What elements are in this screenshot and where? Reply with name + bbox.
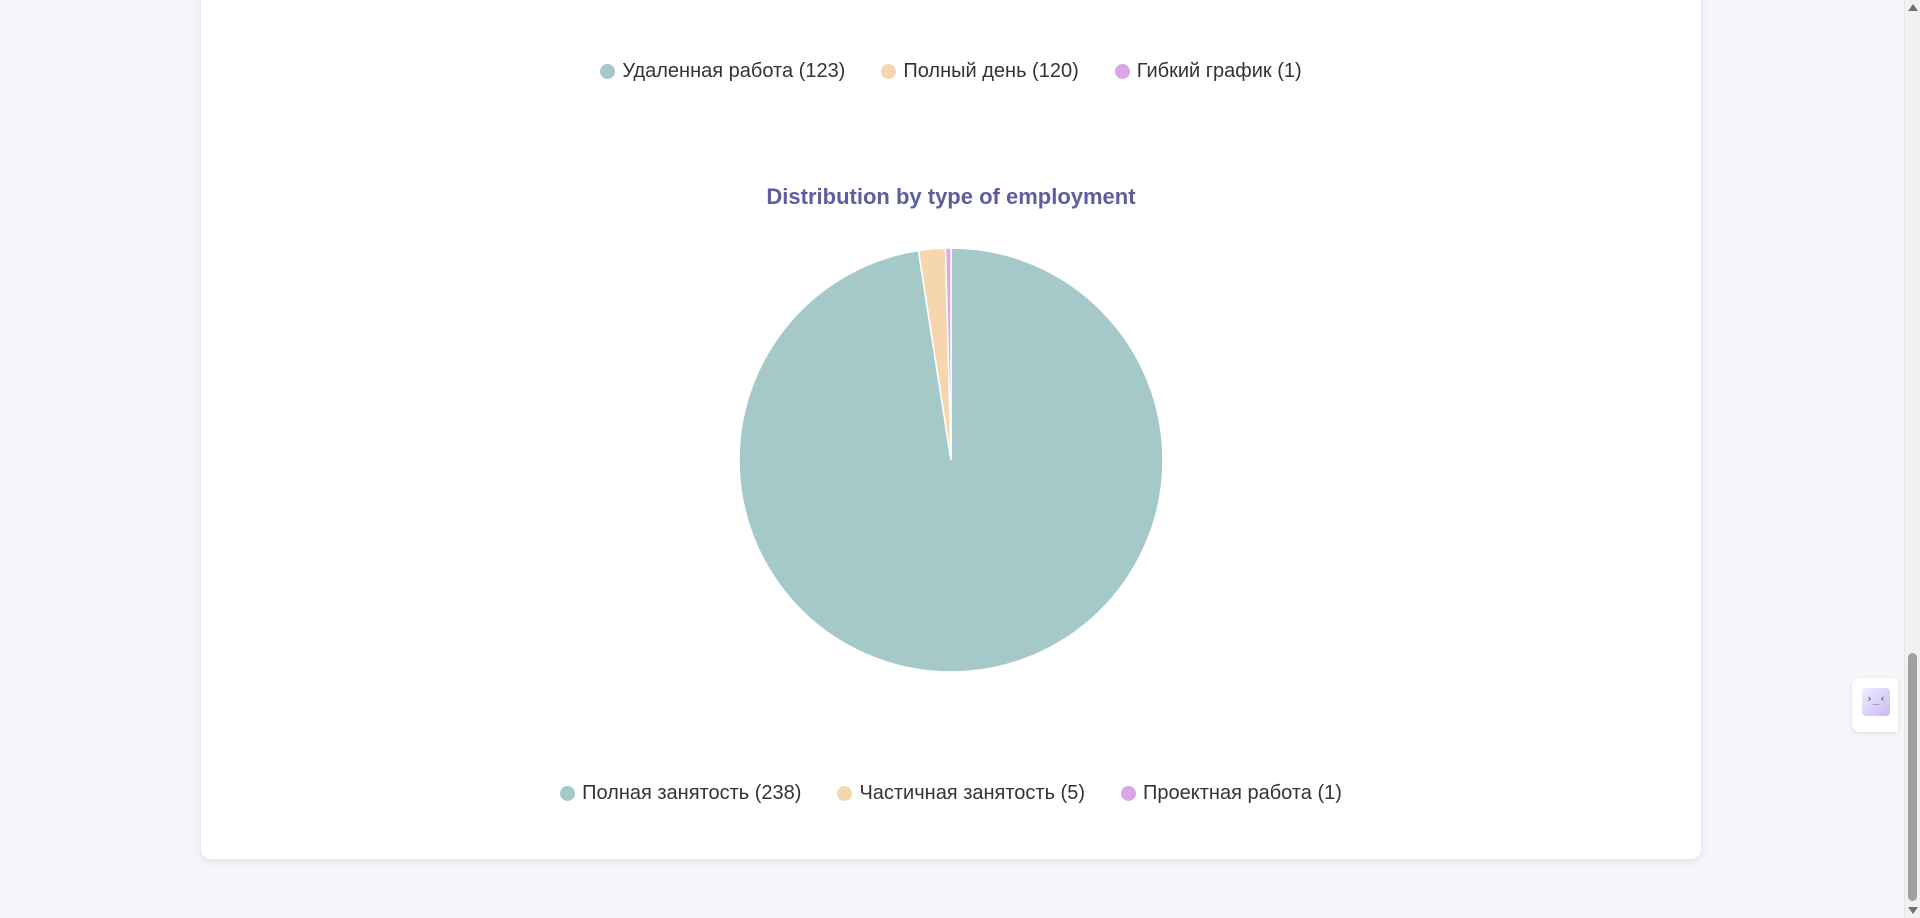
legend-label: Полная занятость (238): [582, 782, 802, 804]
legend-item-part-time[interactable]: Частичная занятость (5): [837, 782, 1085, 805]
legend-label: Частичная занятость (5): [859, 782, 1086, 804]
legend-marker: [837, 786, 853, 801]
legend-item-full-day[interactable]: Полный день (120): [881, 60, 1079, 83]
vertical-scrollbar[interactable]: [1904, 0, 1920, 918]
pie-chart-legend: Полная занятость (238) Частичная занятос…: [201, 782, 1701, 805]
legend-item-remote-work[interactable]: Удаленная работа (123): [600, 60, 845, 83]
legend-marker: [881, 64, 897, 79]
pie-chart: [738, 247, 1164, 673]
legend-item-full-employment[interactable]: Полная занятость (238): [560, 782, 801, 805]
legend-marker: [1121, 786, 1137, 801]
legend-marker: [1114, 64, 1130, 79]
legend-marker: [600, 64, 616, 79]
face-emoticon-icon[interactable]: ›_‹: [1862, 688, 1890, 716]
chart-card: Удаленная работа (123) Полный день (120)…: [201, 0, 1701, 859]
chart-title: Distribution by type of employment: [766, 184, 1136, 209]
slice-project-work[interactable]: [944, 247, 952, 461]
scroll-down-arrow-icon[interactable]: [1908, 907, 1918, 914]
legend-item-flexible-schedule[interactable]: Гибкий график (1): [1114, 60, 1302, 83]
legend-marker: [560, 786, 576, 801]
legend-label: Полный день (120): [903, 60, 1079, 82]
legend-label: Гибкий график (1): [1136, 60, 1302, 82]
scroll-up-arrow-icon[interactable]: [1908, 4, 1918, 11]
scrollbar-thumb[interactable]: [1908, 653, 1917, 901]
side-assistant-widget[interactable]: ›_‹: [1852, 678, 1898, 732]
top-chart-legend: Удаленная работа (123) Полный день (120)…: [201, 60, 1701, 83]
legend-item-project-work[interactable]: Проектная работа (1): [1121, 782, 1342, 805]
legend-label: Проектная работа (1): [1143, 782, 1342, 804]
legend-label: Удаленная работа (123): [622, 60, 846, 82]
